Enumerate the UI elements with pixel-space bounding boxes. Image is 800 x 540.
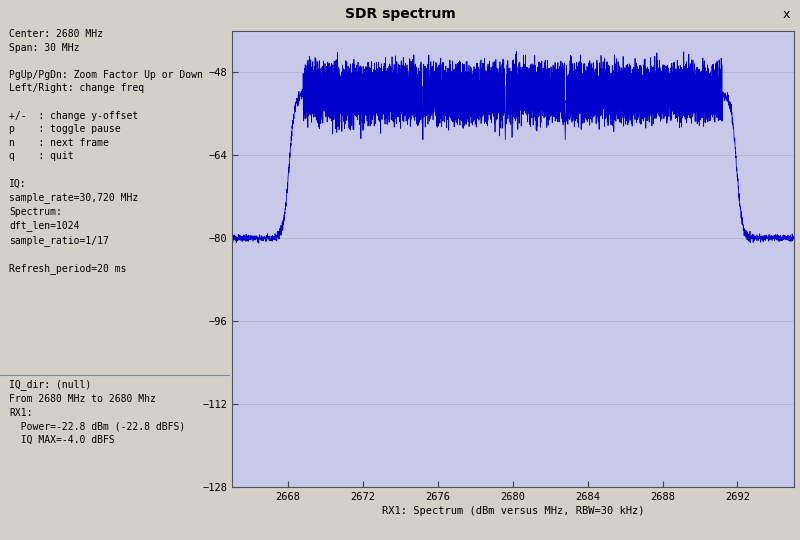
Text: x: x [783, 8, 790, 21]
X-axis label: RX1: Spectrum (dBm versus MHz, RBW=30 kHz): RX1: Spectrum (dBm versus MHz, RBW=30 kH… [382, 506, 644, 516]
Text: Center: 2680 MHz
Span: 30 MHz

PgUp/PgDn: Zoom Factor Up or Down
Left/Right: cha: Center: 2680 MHz Span: 30 MHz PgUp/PgDn:… [9, 29, 203, 274]
Text: SDR spectrum: SDR spectrum [345, 7, 455, 21]
Text: IQ_dir: (null)
From 2680 MHz to 2680 Mhz
RX1:
  Power=-22.8 dBm (-22.8 dBFS)
  I: IQ_dir: (null) From 2680 MHz to 2680 Mhz… [9, 380, 186, 445]
